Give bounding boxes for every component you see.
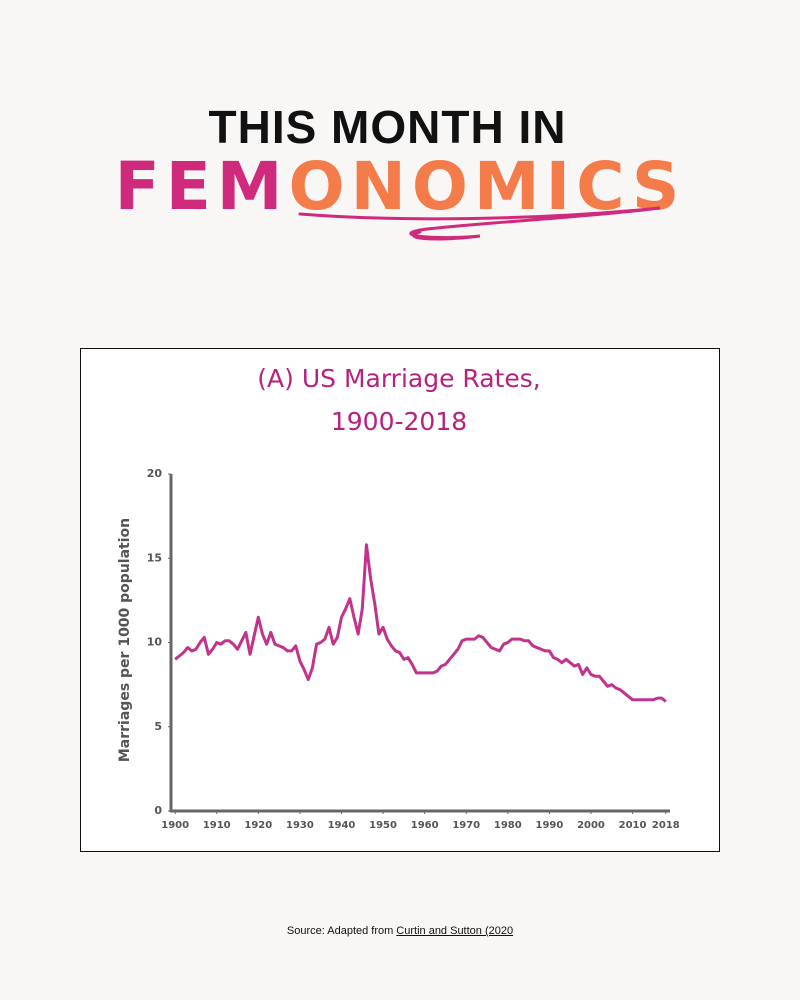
y-tick-label: 5 bbox=[154, 720, 162, 733]
brand-part: FEM bbox=[114, 148, 289, 225]
x-tick-label: 1900 bbox=[161, 820, 189, 831]
chart-frame: (A) US Marriage Rates, 1900-2018 Marriag… bbox=[80, 348, 720, 852]
x-tick-label: 1920 bbox=[244, 820, 272, 831]
source-link[interactable]: Curtin and Sutton (2020 bbox=[396, 925, 514, 937]
data-line bbox=[174, 543, 667, 703]
chart-title: 1900-2018 bbox=[331, 407, 467, 436]
source-text: Source: Adapted from bbox=[286, 925, 394, 937]
x-tick-label: 1940 bbox=[328, 820, 356, 831]
y-tick-label: 15 bbox=[147, 551, 162, 564]
x-tick-label: 2000 bbox=[577, 820, 605, 831]
x-tick-label: 2018 bbox=[652, 820, 680, 831]
y-axis-label: Marriages per 1000 population bbox=[117, 518, 133, 762]
chart-title: (A) US Marriage Rates, bbox=[257, 364, 540, 393]
y-tick-label: 10 bbox=[147, 636, 163, 649]
header-line: THIS MONTH IN bbox=[208, 101, 567, 153]
source: Source: Adapted from Curtin and Sutton (2… bbox=[0, 925, 800, 937]
y-tick-label: 0 bbox=[154, 804, 162, 817]
x-tick-label: 1990 bbox=[535, 820, 563, 831]
swirl-underline bbox=[298, 206, 661, 241]
x-tick-label: 1910 bbox=[203, 820, 231, 831]
x-tick-label: 1980 bbox=[494, 820, 522, 831]
x-tick-label: 1930 bbox=[286, 820, 314, 831]
y-tick-label: 20 bbox=[147, 467, 163, 480]
x-tick-label: 1960 bbox=[411, 820, 439, 831]
x-tick-label: 2010 bbox=[619, 820, 647, 831]
chart: (A) US Marriage Rates, 1900-2018 Marriag… bbox=[117, 364, 680, 831]
x-tick-label: 1950 bbox=[369, 820, 397, 831]
x-tick-label: 1970 bbox=[452, 820, 480, 831]
